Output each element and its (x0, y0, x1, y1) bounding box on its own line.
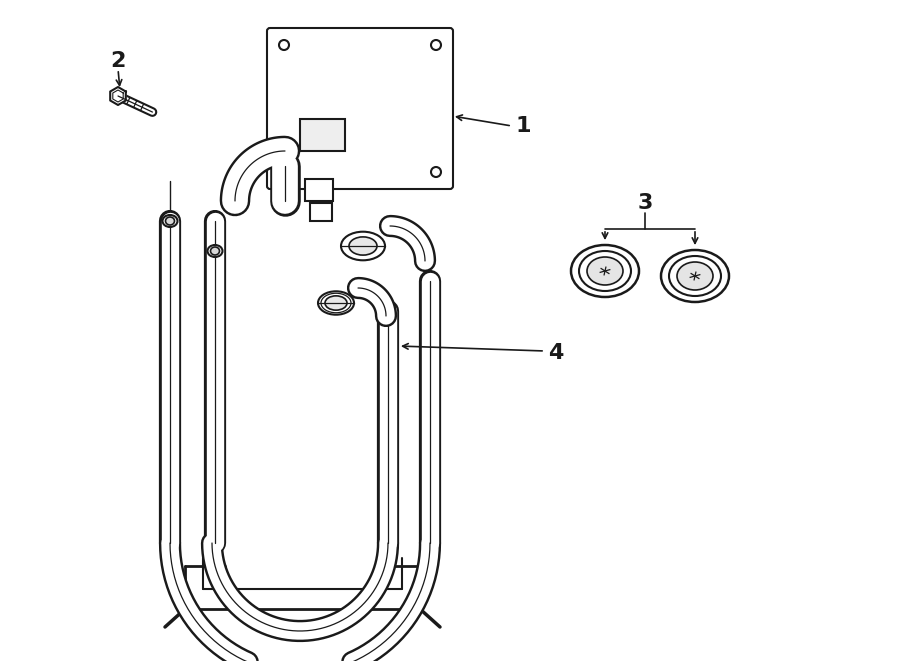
Ellipse shape (661, 250, 729, 302)
Circle shape (279, 167, 289, 177)
Ellipse shape (587, 257, 623, 285)
Text: 1: 1 (515, 116, 530, 136)
Ellipse shape (571, 245, 639, 297)
Ellipse shape (349, 237, 377, 255)
Ellipse shape (341, 232, 385, 260)
Circle shape (431, 40, 441, 50)
Circle shape (431, 167, 441, 177)
Ellipse shape (579, 251, 631, 291)
Ellipse shape (211, 247, 220, 255)
Text: 4: 4 (548, 343, 563, 363)
Ellipse shape (163, 215, 177, 227)
FancyBboxPatch shape (267, 28, 453, 189)
Bar (310, 203, 332, 221)
Bar (300, 119, 345, 151)
Ellipse shape (669, 256, 721, 296)
Ellipse shape (325, 296, 347, 310)
Circle shape (279, 40, 289, 50)
Ellipse shape (677, 262, 713, 290)
Polygon shape (110, 87, 126, 105)
Text: 3: 3 (637, 193, 652, 213)
Ellipse shape (318, 292, 354, 315)
Bar (305, 179, 333, 201)
Bar (285, 51, 430, 171)
Ellipse shape (166, 217, 175, 225)
Ellipse shape (208, 245, 222, 257)
Text: 2: 2 (111, 51, 126, 71)
